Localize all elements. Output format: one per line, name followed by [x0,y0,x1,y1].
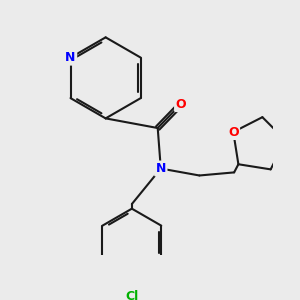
Text: O: O [176,98,186,111]
Text: Cl: Cl [125,290,139,300]
Text: N: N [65,51,76,64]
Text: O: O [228,125,238,139]
Text: N: N [156,162,166,175]
